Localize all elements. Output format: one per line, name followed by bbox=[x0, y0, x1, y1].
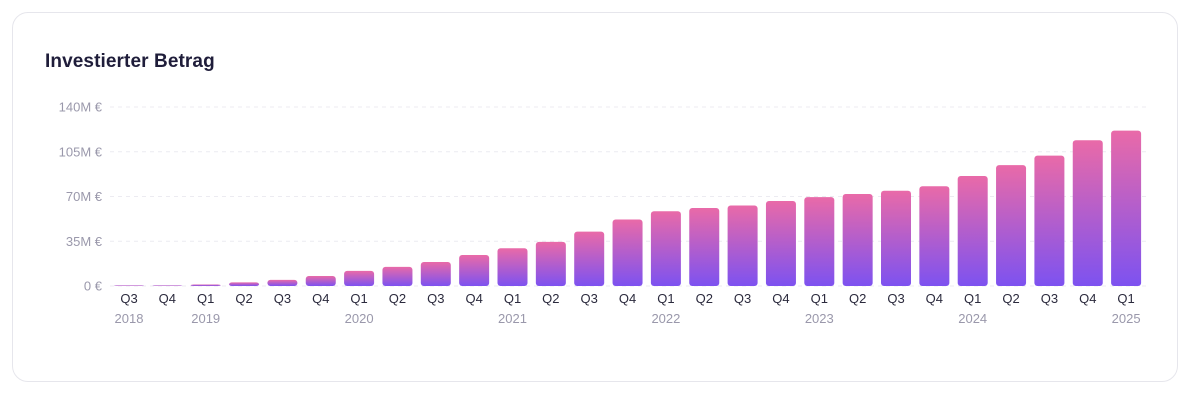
x-tick-quarter: Q2 bbox=[1002, 291, 1019, 306]
bar[interactable] bbox=[305, 276, 336, 286]
x-tick-year: 2018 bbox=[115, 311, 144, 326]
bar[interactable] bbox=[957, 176, 988, 286]
x-tick-quarter: Q4 bbox=[312, 291, 329, 306]
x-tick-quarter: Q1 bbox=[350, 291, 367, 306]
bar[interactable] bbox=[804, 197, 835, 286]
x-tick-quarter: Q4 bbox=[159, 291, 176, 306]
x-tick-quarter: Q4 bbox=[772, 291, 789, 306]
x-tick-quarter: Q2 bbox=[235, 291, 252, 306]
y-tick-label: 105M € bbox=[59, 144, 103, 159]
bar[interactable] bbox=[765, 200, 796, 286]
x-tick-year: 2025 bbox=[1112, 311, 1141, 326]
bar[interactable] bbox=[689, 208, 720, 286]
chart-title: Investierter Betrag bbox=[45, 51, 215, 72]
bar[interactable] bbox=[1072, 140, 1103, 286]
bars bbox=[114, 130, 1142, 286]
x-tick-quarter: Q1 bbox=[964, 291, 981, 306]
bar[interactable] bbox=[650, 211, 681, 286]
x-tick-quarter: Q2 bbox=[542, 291, 559, 306]
x-tick-year: 2019 bbox=[191, 311, 220, 326]
bar[interactable] bbox=[996, 165, 1027, 286]
bar[interactable] bbox=[1034, 155, 1065, 286]
x-tick-quarter: Q3 bbox=[120, 291, 137, 306]
y-tick-label: 0 € bbox=[84, 279, 103, 294]
bar[interactable] bbox=[229, 282, 260, 286]
x-tick-quarter: Q3 bbox=[1041, 291, 1058, 306]
x-tick-quarter: Q3 bbox=[274, 291, 291, 306]
bar[interactable] bbox=[152, 285, 183, 286]
bar[interactable] bbox=[612, 219, 643, 286]
y-axis: 0 € 35M € 70M € 105M € 140M € bbox=[59, 100, 103, 294]
x-tick-year: 2022 bbox=[651, 311, 680, 326]
bar[interactable] bbox=[842, 193, 873, 286]
x-tick-year: 2021 bbox=[498, 311, 527, 326]
x-tick-quarter: Q2 bbox=[389, 291, 406, 306]
x-tick-quarter: Q1 bbox=[197, 291, 214, 306]
x-tick-quarter: Q3 bbox=[581, 291, 598, 306]
bar[interactable] bbox=[344, 270, 375, 286]
bar[interactable] bbox=[574, 231, 605, 286]
y-tick-label: 140M € bbox=[59, 100, 103, 115]
x-tick-quarter: Q1 bbox=[504, 291, 521, 306]
bar[interactable] bbox=[382, 266, 413, 286]
x-tick-quarter: Q4 bbox=[465, 291, 482, 306]
bar[interactable] bbox=[535, 241, 566, 286]
bar[interactable] bbox=[919, 186, 950, 286]
x-tick-quarter: Q3 bbox=[427, 291, 444, 306]
x-tick-year: 2020 bbox=[345, 311, 374, 326]
x-tick-quarter: Q2 bbox=[849, 291, 866, 306]
bar[interactable] bbox=[267, 279, 298, 286]
x-tick-quarter: Q4 bbox=[1079, 291, 1096, 306]
x-tick-quarter: Q1 bbox=[811, 291, 828, 306]
x-tick-quarter: Q4 bbox=[619, 291, 636, 306]
bar[interactable] bbox=[420, 261, 451, 286]
bar[interactable] bbox=[1111, 130, 1142, 286]
x-tick-quarter: Q4 bbox=[926, 291, 943, 306]
x-tick-year: 2023 bbox=[805, 311, 834, 326]
x-tick-quarter: Q3 bbox=[887, 291, 904, 306]
bar[interactable] bbox=[497, 248, 528, 286]
x-tick-quarter: Q1 bbox=[1117, 291, 1134, 306]
bar[interactable] bbox=[190, 284, 221, 286]
x-tick-quarter: Q2 bbox=[696, 291, 713, 306]
x-tick-quarter: Q3 bbox=[734, 291, 751, 306]
bar[interactable] bbox=[459, 255, 490, 286]
bar[interactable] bbox=[881, 190, 911, 286]
y-tick-label: 35M € bbox=[66, 234, 103, 249]
y-tick-label: 70M € bbox=[66, 189, 103, 204]
x-tick-quarter: Q1 bbox=[657, 291, 674, 306]
x-tick-year: 2024 bbox=[958, 311, 987, 326]
bar[interactable] bbox=[114, 285, 144, 286]
x-axis: Q3 2018 Q4 Q1 2019 Q2 Q3 Q4 Q1 2020 Q2 Q3 Q4 Q1 2021 Q2… bbox=[115, 291, 1141, 326]
bar[interactable] bbox=[727, 205, 758, 286]
